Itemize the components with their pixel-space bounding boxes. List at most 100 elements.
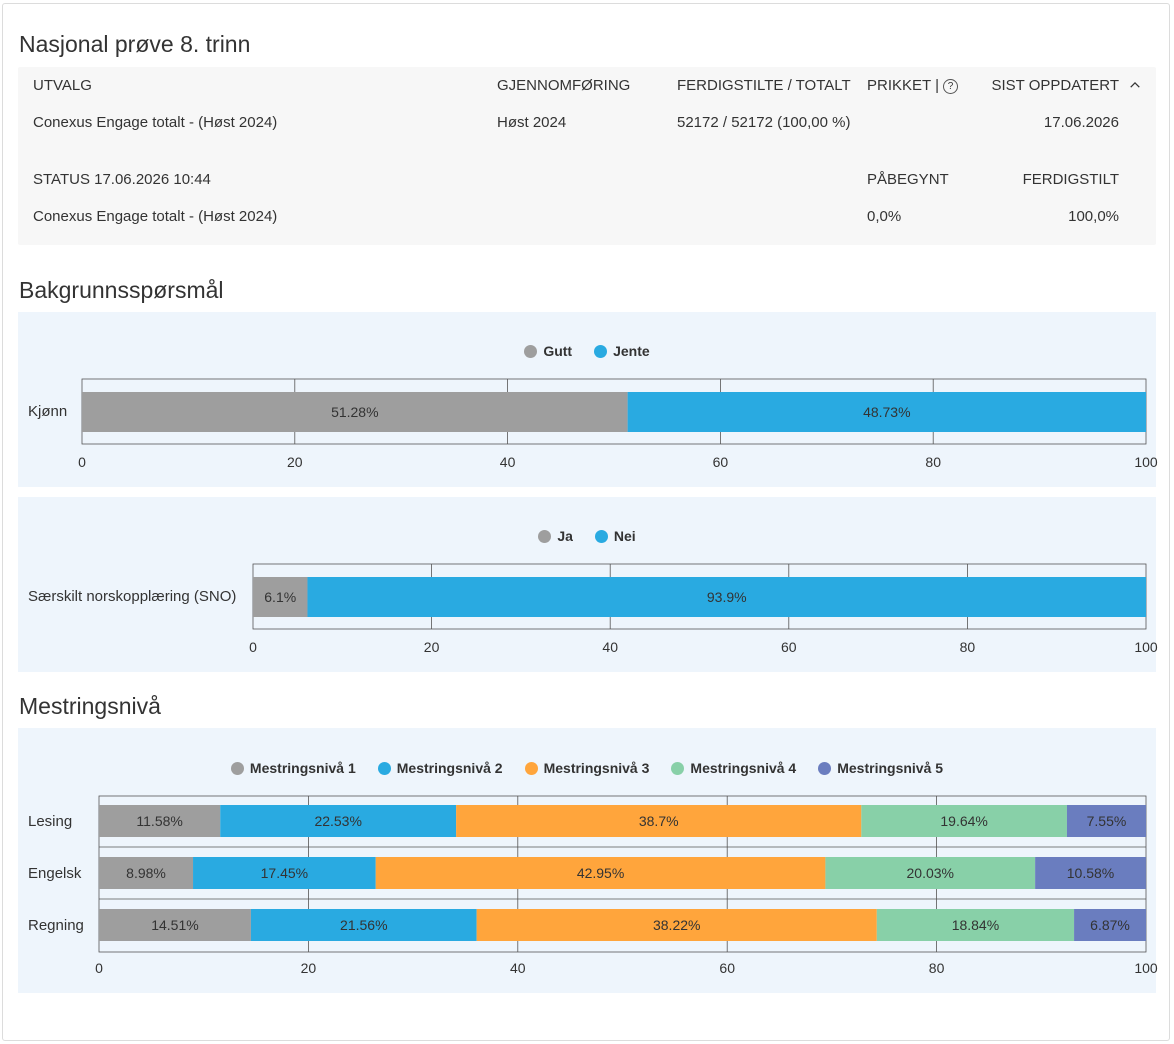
legend-label: Gutt [543,343,573,359]
category-label: Kjønn [28,403,68,420]
legend-item[interactable]: Mestringsnivå 5 [818,760,943,776]
section-title-bakgrunn: Bakgrunnsspørsmål [19,277,224,303]
bar-segment [825,857,1036,889]
tick-label: 40 [602,639,618,655]
ferdigstilt-value: 100,0% [1068,208,1119,225]
bar-segment [99,909,251,941]
legend-label: Jente [613,343,650,359]
legend-label: Nei [613,528,636,544]
header-gjennomforing: GJENNOMFØRING [497,77,631,94]
data-label: 20.03% [907,865,954,881]
tick-label: 60 [713,454,729,470]
help-icon[interactable]: ? [942,79,958,94]
legend-label: Mestringsnivå 2 [396,760,503,776]
header-ferdigstilte: FERDIGSTILTE / TOTALT [677,77,851,94]
legend: Gutt Jente [18,343,1156,359]
chevron-up-icon[interactable] [1130,80,1140,90]
data-label: 42.95% [577,865,624,881]
legend-dot [671,761,685,775]
tick-label: 0 [249,639,257,655]
legend: Mestringsnivå 1 Mestringsnivå 2 Mestring… [18,760,1156,776]
tick-label: 0 [95,960,103,976]
bar-segment [82,392,628,432]
tick-label: 60 [719,960,735,976]
data-label: 38.22% [653,917,700,933]
data-label: 93.9% [707,589,747,605]
legend-label: Mestringsnivå 5 [837,760,944,776]
bar-segment [99,805,221,837]
bar-segment [220,805,457,837]
data-label: 8.98% [126,865,166,881]
legend-dot [524,761,538,775]
bar-segment [861,805,1067,837]
data-label: 17.45% [261,865,308,881]
data-label: 10.58% [1067,865,1114,881]
category-label: Engelsk [28,865,82,882]
legend-dot [524,344,538,358]
legend-item[interactable]: Mestringsnivå 2 [377,760,503,776]
bar-segment [1066,805,1146,837]
page-title: Nasjonal prøve 8. trinn [19,31,251,57]
legend-label: Ja [557,528,573,544]
legend-item[interactable]: Mestringsnivå 3 [524,760,649,776]
tick-label: 40 [500,454,516,470]
report-card [2,3,1170,1041]
data-label: 51.28% [331,404,378,420]
tick-label: 100 [1134,454,1158,470]
legend-label: Mestringsnivå 1 [249,760,356,776]
legend-item[interactable]: Gutt [524,343,572,359]
legend-item[interactable]: Mestringsnivå 1 [230,760,356,776]
category-label: Regning [28,917,84,934]
info-panel: UTVALG GJENNOMFØRING FERDIGSTILTE / TOTA… [18,67,1156,245]
data-label: 19.64% [940,813,987,829]
row-ferdigstilte: 52172 / 52172 (100,00 %) [677,114,851,131]
legend: Ja Nei [18,528,1156,544]
header-prikket: PRIKKET |? [867,77,958,94]
bar-segment [627,392,1146,432]
row-gjennomforing: Høst 2024 [497,114,567,131]
row-sist-oppdatert: 17.06.2026 [1043,114,1119,131]
bar-segment [250,909,477,941]
legend-dot [594,344,608,358]
category-label: Særskilt norskopplæring (SNO) [28,588,237,605]
legend-item[interactable]: Nei [594,528,636,544]
legend-dot [230,761,244,775]
tick-label: 80 [960,639,976,655]
tick-label: 60 [781,639,797,655]
row-utvalg: Conexus Engage totalt - (Høst 2024) [33,114,278,131]
legend-item[interactable]: Jente [594,343,650,359]
tick-label: 100 [1134,639,1158,655]
pabegynt-header: PÅBEGYNT [867,171,949,188]
data-label: 6.1% [264,589,296,605]
legend-item[interactable]: Ja [538,528,573,544]
legend-item[interactable]: Mestringsnivå 4 [671,760,796,776]
bar-segment [1035,857,1146,889]
header-prikket-label: PRIKKET | [867,77,939,94]
status-label: STATUS 17.06.2026 10:44 [33,171,211,188]
data-label: 48.73% [863,404,910,420]
tick-label: 40 [510,960,526,976]
section-title-mestring: Mestringsnivå [19,693,161,719]
data-label: 21.56% [340,917,387,933]
tick-label: 80 [925,454,941,470]
bar-segment [99,857,194,889]
bar-segment [476,909,877,941]
tick-label: 80 [929,960,945,976]
status-utvalg: Conexus Engage totalt - (Høst 2024) [33,208,278,225]
legend-dot [818,761,832,775]
bar-segment [253,577,308,617]
bar-segment [876,909,1075,941]
tick-label: 20 [301,960,317,976]
bar-segment [307,577,1146,617]
data-label: 38.7% [639,813,679,829]
legend-label: Mestringsnivå 4 [690,760,797,776]
data-label: 11.58% [136,813,182,829]
tick-label: 0 [78,454,86,470]
legend-dot [377,761,391,775]
data-label: 22.53% [314,813,361,829]
data-label: 18.84% [952,917,999,933]
pabegynt-value: 0,0% [867,208,902,225]
